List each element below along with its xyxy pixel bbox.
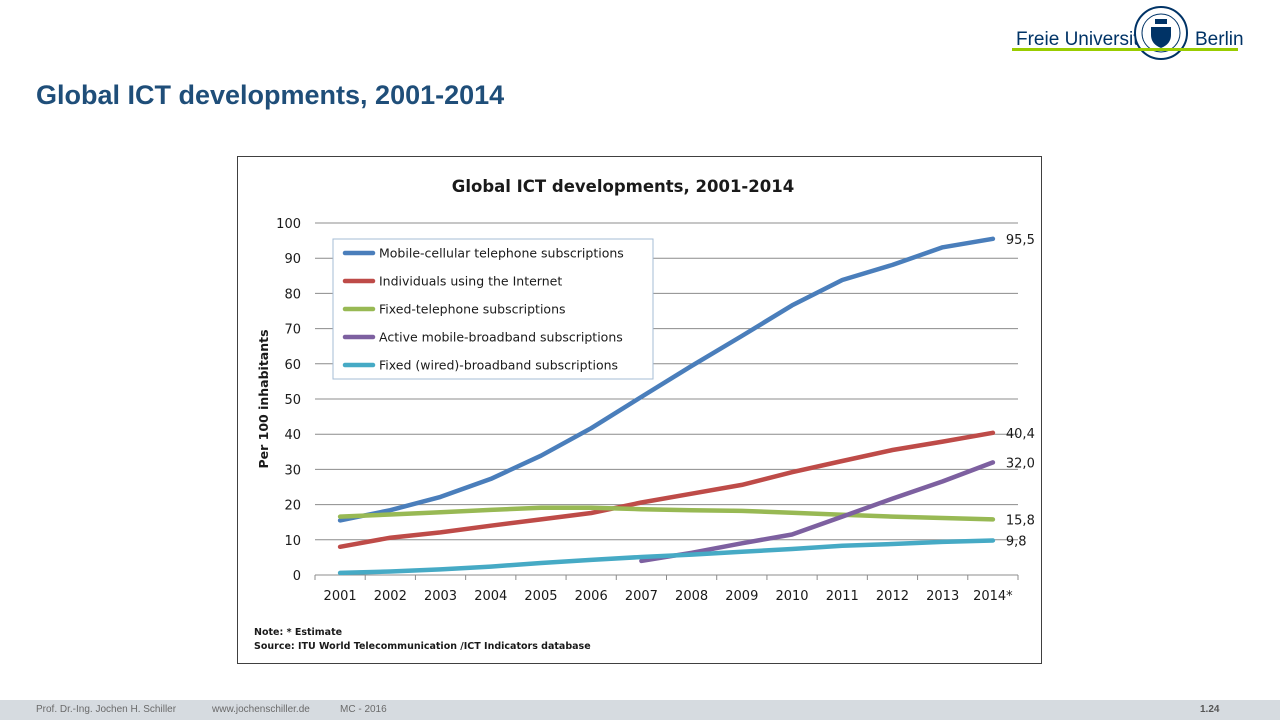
ict-line-chart: Global ICT developments, 2001-2014 Per 1… xyxy=(254,177,1035,652)
y-tick-label: 60 xyxy=(284,358,301,373)
y-tick-label: 40 xyxy=(284,428,301,443)
chart-frame: Global ICT developments, 2001-2014 Per 1… xyxy=(237,156,1042,664)
end-value-label: 95,5 xyxy=(1006,233,1035,248)
x-tick-label: 2003 xyxy=(424,589,457,604)
chart-source: Source: ITU World Telecommunication /ICT… xyxy=(254,641,591,652)
series-line-1 xyxy=(337,236,996,523)
x-tick-label: 2012 xyxy=(876,589,909,604)
end-value-label: 9,8 xyxy=(1006,535,1027,550)
x-tick-label: 2009 xyxy=(725,589,758,604)
x-tick-label: 2005 xyxy=(524,589,557,604)
legend-label: Individuals using the Internet xyxy=(379,274,562,289)
footer-website-link[interactable]: www.jochenschiller.de xyxy=(212,704,310,715)
y-axis-label: Per 100 inhabitants xyxy=(256,329,271,468)
x-tick-label: 2007 xyxy=(625,589,658,604)
university-logo: Freie Universität Berlin xyxy=(1012,4,1244,70)
legend-label: Active mobile-broadband subscriptions xyxy=(379,330,623,345)
logo-text-freie-universitaet: Freie Universität xyxy=(1016,29,1155,50)
slide-title: Global ICT developments, 2001-2014 xyxy=(36,80,505,110)
footer-author: Prof. Dr.-Ing. Jochen H. Schiller xyxy=(36,704,177,715)
y-tick-label: 20 xyxy=(284,499,301,514)
footer-course: MC - 2016 xyxy=(340,704,387,715)
y-tick-label: 50 xyxy=(284,393,301,408)
series-line-3 xyxy=(337,505,996,522)
series-line-2 xyxy=(337,430,996,550)
end-value-label: 32,0 xyxy=(1006,456,1035,471)
x-tick-label: 2014* xyxy=(973,589,1013,604)
x-tick-label: 2010 xyxy=(775,589,808,604)
chart-title: Global ICT developments, 2001-2014 xyxy=(452,177,794,196)
university-seal-icon xyxy=(1134,6,1188,60)
footer-bar: Prof. Dr.-Ing. Jochen H. Schiller www.jo… xyxy=(0,700,1280,720)
legend-label: Fixed (wired)-broadband subscriptions xyxy=(379,358,618,373)
chart-note: Note: * Estimate xyxy=(254,627,342,638)
x-tick-label: 2002 xyxy=(374,589,407,604)
end-value-label: 40,4 xyxy=(1006,427,1035,442)
y-tick-label: 100 xyxy=(276,217,301,232)
legend-box xyxy=(332,238,654,380)
logo-underline xyxy=(1012,48,1238,51)
y-tick-label: 90 xyxy=(284,252,301,267)
legend-label: Fixed-telephone subscriptions xyxy=(379,302,566,317)
y-tick-label: 0 xyxy=(293,569,301,584)
y-tick-label: 10 xyxy=(284,534,301,549)
x-tick-label: 2006 xyxy=(575,589,608,604)
footer-page-number: 1.24 xyxy=(1200,704,1220,715)
x-tick-label: 2011 xyxy=(826,589,859,604)
logo-text-berlin: Berlin xyxy=(1195,29,1244,50)
legend-label: Mobile-cellular telephone subscriptions xyxy=(379,246,624,261)
y-tick-label: 70 xyxy=(284,323,301,338)
y-tick-label: 80 xyxy=(284,287,301,302)
x-tick-label: 2004 xyxy=(474,589,507,604)
series-line-5 xyxy=(337,538,996,576)
x-tick-label: 2008 xyxy=(675,589,708,604)
y-tick-label: 30 xyxy=(284,463,301,478)
x-tick-label: 2013 xyxy=(926,589,959,604)
x-tick-label: 2001 xyxy=(324,589,357,604)
series-line-4 xyxy=(639,460,996,564)
end-value-label: 15,8 xyxy=(1006,513,1035,528)
